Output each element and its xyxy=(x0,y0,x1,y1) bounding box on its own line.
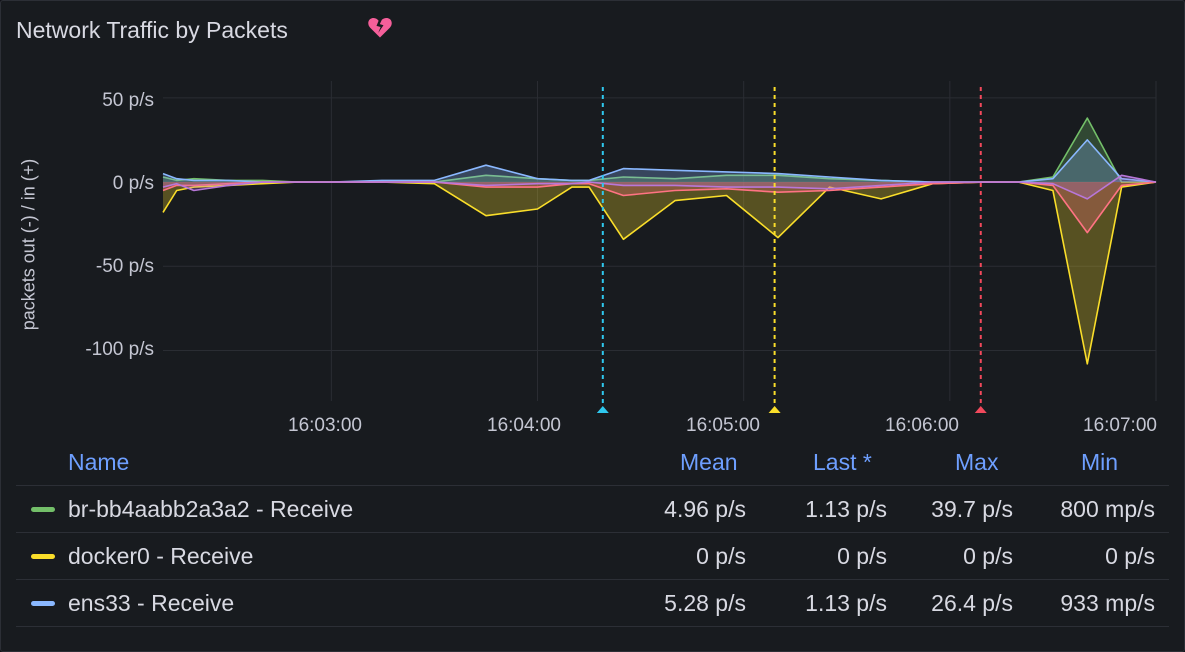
legend-header: Name Mean Last * Max Min xyxy=(16,445,1169,485)
series-max: 26.4 p/s xyxy=(931,590,1013,616)
series-color-swatch[interactable] xyxy=(31,554,55,559)
x-tick-label: 16:05:00 xyxy=(686,415,760,436)
series-last: 1.13 p/s xyxy=(805,496,887,522)
series-min: 0 p/s xyxy=(1105,543,1155,569)
series-line-4 xyxy=(162,174,1157,200)
annotation-marker xyxy=(974,406,987,413)
legend-header-name[interactable]: Name xyxy=(68,449,130,475)
x-tick-label: 16:07:00 xyxy=(1083,415,1157,436)
panel-title[interactable]: Network Traffic by Packets xyxy=(16,17,288,43)
chart-plot-area[interactable] xyxy=(1,1,1185,441)
series-area-3 xyxy=(163,182,1156,233)
x-tick-label: 16:04:00 xyxy=(487,415,561,436)
legend-row[interactable]: docker0 - Receive 0 p/s 0 p/s 0 p/s 0 p/… xyxy=(16,532,1169,579)
series-area-0 xyxy=(163,118,1156,183)
series-max: 39.7 p/s xyxy=(931,496,1013,522)
legend-row[interactable]: ens33 - Receive 5.28 p/s 1.13 p/s 26.4 p… xyxy=(16,579,1169,627)
x-tick-label: 16:03:00 xyxy=(288,415,362,436)
y-tick-label: -100 p/s xyxy=(85,339,154,360)
series-name[interactable]: br-bb4aabb2a3a2 - Receive xyxy=(68,496,354,522)
series-mean: 4.96 p/s xyxy=(664,496,746,522)
series-mean: 5.28 p/s xyxy=(664,590,746,616)
legend-header-last[interactable]: Last * xyxy=(813,449,872,475)
y-tick-label: 0 p/s xyxy=(112,173,154,194)
series-last: 1.13 p/s xyxy=(805,590,887,616)
series-name[interactable]: docker0 - Receive xyxy=(68,543,254,569)
y-tick-label: 50 p/s xyxy=(102,90,154,111)
legend-row[interactable]: br-bb4aabb2a3a2 - Receive 4.96 p/s 1.13 … xyxy=(16,485,1169,532)
series-color-swatch[interactable] xyxy=(31,601,55,606)
series-min: 800 mp/s xyxy=(1060,496,1155,522)
legend-header-mean[interactable]: Mean xyxy=(680,449,738,475)
legend-table: Name Mean Last * Max Min br-bb4aabb2a3a2… xyxy=(16,445,1169,627)
series-name[interactable]: ens33 - Receive xyxy=(68,590,235,616)
legend-header-max[interactable]: Max xyxy=(955,449,999,475)
y-tick-label: -50 p/s xyxy=(95,256,154,277)
series-area-1 xyxy=(163,182,1156,364)
legend-header-min[interactable]: Min xyxy=(1081,449,1119,475)
series-mean: 0 p/s xyxy=(696,543,746,569)
x-tick-label: 16:06:00 xyxy=(885,415,959,436)
annotation-marker xyxy=(596,406,609,413)
broken-heart-icon[interactable] xyxy=(366,13,394,41)
annotation-marker xyxy=(768,406,781,413)
series-min: 933 mp/s xyxy=(1060,590,1155,616)
series-max: 0 p/s xyxy=(963,543,1013,569)
y-axis-title: packets out (-) / in (+) xyxy=(18,158,39,331)
series-color-swatch[interactable] xyxy=(31,507,55,512)
series-area-2 xyxy=(163,139,1156,183)
series-last: 0 p/s xyxy=(837,543,887,569)
